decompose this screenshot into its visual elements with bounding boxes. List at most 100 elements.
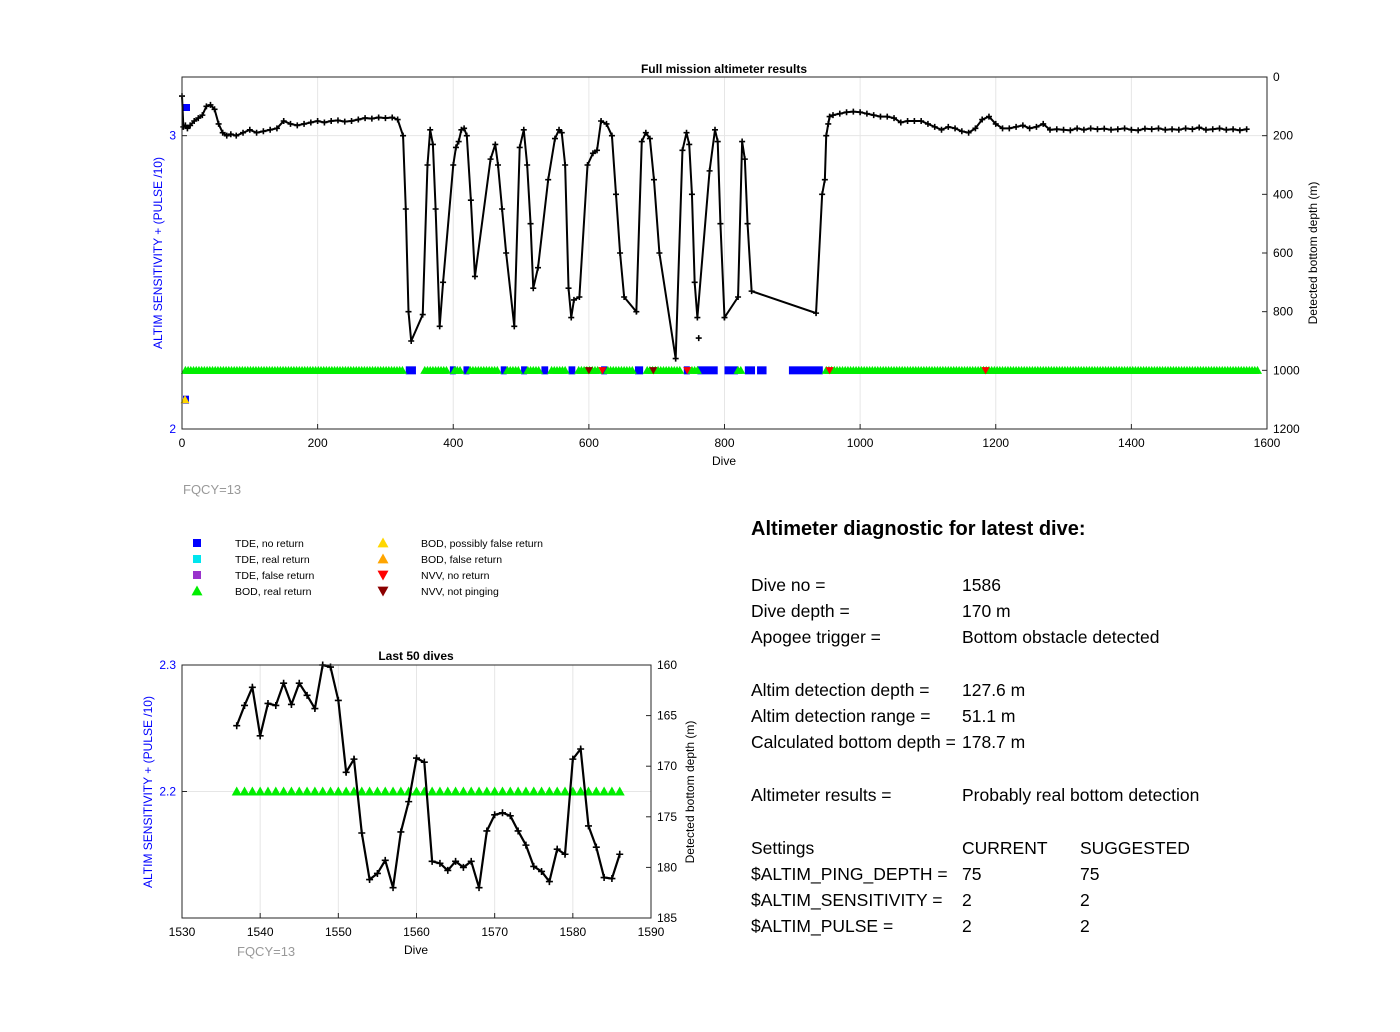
depth-point (1135, 127, 1142, 134)
depth-point (355, 116, 362, 123)
depth-point (267, 126, 274, 133)
marker-bod-real-return (441, 365, 451, 374)
depth-point (334, 117, 341, 124)
depth-point (419, 311, 426, 318)
depth-point (342, 768, 350, 776)
depth-point (219, 129, 226, 136)
depth-point (1033, 123, 1040, 130)
depth-point (260, 128, 267, 135)
depth-point (334, 696, 342, 704)
depth-point (1060, 126, 1067, 133)
depth-point (211, 106, 218, 113)
marker-nvv (649, 367, 658, 375)
depth-point (400, 132, 407, 139)
bottom-y-tick-label-right: 160 (657, 658, 677, 672)
depth-point (598, 118, 605, 124)
depth-point (459, 863, 467, 871)
marker-bod-real-return (614, 786, 625, 796)
top-x-ticks: 0 200 400 600 800 1000 1200 1400 1600 (179, 424, 1281, 450)
depth-point (520, 126, 527, 133)
marker-bod-real-return (606, 786, 617, 796)
depth-point (444, 866, 452, 874)
top-y-tick-label-right: 800 (1273, 305, 1293, 319)
bottom-y-tick-label-right: 175 (657, 810, 677, 824)
marker-bod-real-return (434, 786, 445, 796)
last-50-dives-chart: 1530 1540 1550 1560 1570 1580 1590 2.22.3 1601… (141, 649, 697, 959)
top-x-tick-label: 800 (714, 436, 734, 450)
depth-point (691, 279, 698, 286)
depth-point (821, 176, 828, 183)
depth-point (1162, 126, 1169, 133)
depth-point (1155, 125, 1162, 132)
settings-header-suggested: SUGGESTED (1080, 838, 1190, 858)
marker-tde-no-return (744, 366, 756, 375)
depth-point (945, 123, 952, 130)
depth-point (1148, 126, 1155, 133)
depth-point (199, 112, 206, 119)
depth-point (287, 120, 294, 127)
depth-point (405, 308, 412, 315)
marker-bod-real-return (411, 786, 422, 796)
depth-point (375, 114, 382, 121)
depth-point (1196, 124, 1203, 131)
depth-point (273, 125, 280, 132)
depth-point (589, 150, 596, 157)
depth-point (551, 135, 558, 142)
depth-point (1216, 125, 1223, 132)
marker-bod-real-return (736, 365, 746, 374)
legend-label: TDE, no return (235, 538, 304, 550)
top-y-ticks-left: 23 (169, 129, 187, 436)
depth-point (413, 754, 420, 762)
depth-point (633, 308, 640, 315)
depth-point (748, 288, 755, 295)
depth-point (233, 722, 241, 730)
marker-bod-real-return (302, 786, 313, 796)
depth-point (461, 125, 468, 132)
bottom-depth-series (233, 661, 624, 892)
depth-point (569, 755, 577, 763)
settings-suggested: 2 (1080, 916, 1090, 936)
depth-point (463, 132, 470, 139)
depth-point (570, 296, 577, 303)
marker-bod-real-return (544, 786, 555, 796)
depth-point (287, 700, 295, 708)
depth-point (1175, 126, 1182, 133)
depth-point (1108, 126, 1115, 133)
marker-tde-no-return (697, 366, 718, 375)
depth-point (616, 850, 624, 858)
diag-value: 51.1 m (962, 706, 1016, 726)
marker-bod-real-return (372, 786, 383, 796)
depth-point (1053, 126, 1060, 133)
depth-point (656, 250, 663, 256)
marker-tde-no-return (183, 104, 190, 111)
depth-point (1230, 126, 1237, 133)
depth-point (328, 118, 335, 124)
bottom-y-tick-label-right: 165 (657, 709, 677, 723)
diag-label: Dive depth = (751, 601, 850, 621)
top-y-tick-label-left: 3 (169, 129, 176, 143)
marker-bod-real-return (599, 786, 610, 796)
depth-point (530, 862, 538, 870)
settings-label: $ALTIM_PULSE = (751, 916, 894, 936)
bottom-y-tick-label-right: 185 (657, 911, 677, 925)
diag-label: Apogee trigger = (751, 627, 881, 647)
depth-point (452, 857, 460, 865)
top-y-tick-label-left: 2 (169, 422, 176, 436)
marker-bod-real-return (458, 786, 469, 796)
depth-point (498, 809, 506, 817)
depth-point (1141, 125, 1148, 132)
legend-label: BOD, real return (235, 586, 312, 598)
depth-point (294, 122, 301, 129)
depth-point (467, 857, 475, 865)
depth-point (195, 115, 202, 122)
top-x-tick-label: 200 (308, 436, 328, 450)
depth-point (717, 220, 724, 227)
depth-point (613, 191, 619, 198)
depth-point (207, 101, 214, 108)
bottom-x-tick-label: 1550 (325, 925, 352, 939)
depth-point (215, 120, 222, 127)
depth-point (642, 129, 649, 136)
legend-swatch (193, 539, 201, 547)
bottom-x-tick-label: 1530 (169, 925, 196, 939)
